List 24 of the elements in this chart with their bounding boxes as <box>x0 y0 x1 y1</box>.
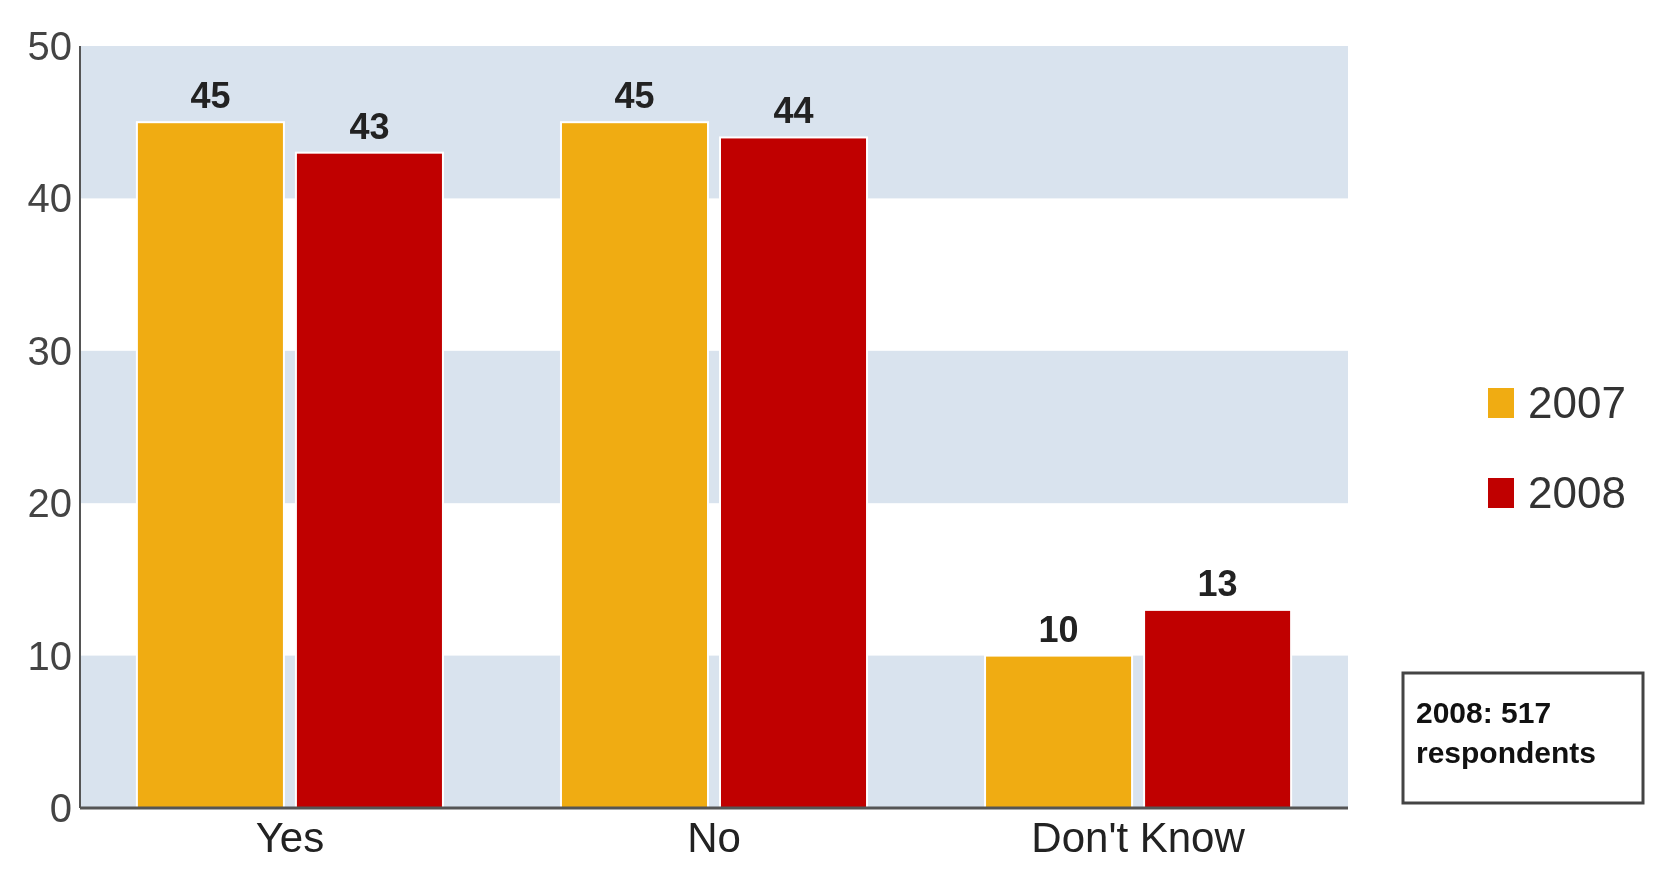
y-tick-label: 30 <box>27 328 72 373</box>
legend-label: 2008 <box>1528 468 1626 518</box>
x-tick-label: No <box>687 814 741 861</box>
data-label: 44 <box>773 90 814 132</box>
data-label: 13 <box>1197 562 1238 604</box>
bar <box>1143 608 1293 809</box>
bar <box>294 151 444 809</box>
y-tick-label: 20 <box>27 481 72 526</box>
y-tick-label: 40 <box>27 176 72 221</box>
data-label: 10 <box>1038 608 1079 650</box>
data-label: 43 <box>349 105 390 147</box>
bar <box>135 121 285 809</box>
data-label: 45 <box>190 75 231 117</box>
bar <box>559 121 709 809</box>
y-tick-label: 10 <box>27 633 72 678</box>
bar <box>984 654 1134 809</box>
y-tick-label: 50 <box>27 24 72 68</box>
x-tick-label: Yes <box>255 814 325 861</box>
y-tick-label: 0 <box>49 786 72 830</box>
legend-label: 2007 <box>1528 378 1626 428</box>
x-tick-label: Don't Know <box>1031 814 1246 861</box>
data-label: 45 <box>614 75 655 117</box>
text: 2008: 517 respondents <box>1416 696 1597 769</box>
bar <box>719 136 869 809</box>
